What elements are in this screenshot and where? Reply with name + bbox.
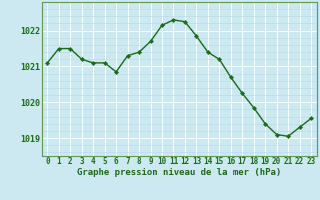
X-axis label: Graphe pression niveau de la mer (hPa): Graphe pression niveau de la mer (hPa): [77, 168, 281, 177]
